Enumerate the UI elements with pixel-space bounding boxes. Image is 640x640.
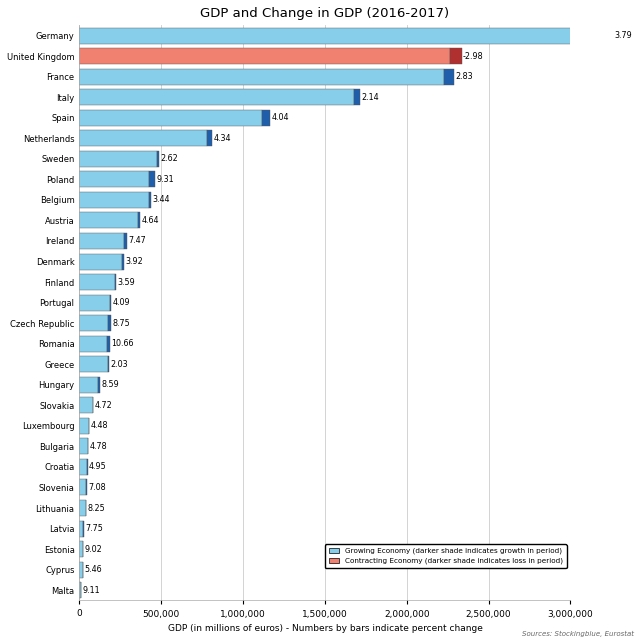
Bar (79, 315, 108, 331)
Text: 7.08: 7.08 (88, 483, 106, 492)
Bar (79, 274, 115, 290)
Text: 9.11: 9.11 (83, 586, 100, 595)
Bar (355, 89, 360, 105)
Text: 2.62: 2.62 (161, 154, 178, 163)
Text: 3.59: 3.59 (117, 278, 135, 287)
Text: -2.98: -2.98 (463, 52, 484, 61)
Bar (79, 192, 148, 208)
Text: 2.03: 2.03 (110, 360, 128, 369)
Bar (79, 335, 108, 352)
Bar (157, 151, 159, 167)
Bar (79, 582, 81, 598)
Bar (79, 28, 594, 44)
Bar (122, 253, 124, 269)
Bar (79, 253, 122, 269)
Text: 9.31: 9.31 (157, 175, 174, 184)
Text: 4.78: 4.78 (90, 442, 107, 451)
Bar (79, 562, 83, 578)
Text: Sources: Stockingblue, Eurostat: Sources: Stockingblue, Eurostat (522, 630, 634, 637)
Text: 7.47: 7.47 (129, 236, 146, 246)
Text: 9.02: 9.02 (84, 545, 102, 554)
Bar (108, 335, 110, 352)
Bar (79, 541, 83, 557)
Bar (79, 520, 83, 536)
Bar (148, 192, 151, 208)
Text: 5.46: 5.46 (84, 565, 102, 574)
Bar (207, 131, 212, 147)
Text: 2.14: 2.14 (362, 93, 380, 102)
Bar (138, 212, 140, 228)
Text: 4.48: 4.48 (90, 421, 108, 430)
Bar (79, 212, 138, 228)
Text: 7.75: 7.75 (85, 524, 103, 533)
Legend: Growing Economy (darker shade indicates growth in period), Contracting Economy (: Growing Economy (darker shade indicates … (325, 544, 567, 568)
Bar (124, 233, 127, 249)
Text: 4.04: 4.04 (271, 113, 289, 122)
X-axis label: GDP (in millions of euros) - Numbers by bars indicate percent change: GDP (in millions of euros) - Numbers by … (168, 624, 483, 633)
Bar (79, 356, 108, 372)
Bar (79, 418, 89, 434)
Text: 8.59: 8.59 (101, 380, 119, 389)
Bar (79, 109, 262, 125)
Bar (98, 377, 100, 393)
Bar (115, 274, 116, 290)
Bar (594, 28, 614, 44)
Bar (79, 131, 207, 147)
Text: 10.66: 10.66 (111, 339, 134, 348)
Bar (262, 109, 270, 125)
Bar (79, 68, 444, 84)
Text: 8.75: 8.75 (112, 319, 130, 328)
Bar (79, 294, 109, 310)
Bar (79, 172, 149, 188)
Bar (79, 459, 87, 475)
Bar (79, 438, 88, 454)
Text: 3.92: 3.92 (125, 257, 143, 266)
Text: 8.25: 8.25 (88, 504, 105, 513)
Bar (108, 315, 111, 331)
Text: 4.09: 4.09 (112, 298, 130, 307)
Text: 3.44: 3.44 (152, 195, 170, 204)
Bar (79, 48, 451, 64)
Bar (79, 479, 86, 495)
Bar (79, 397, 93, 413)
Bar (109, 294, 111, 310)
Bar (79, 89, 355, 105)
Bar (79, 500, 86, 516)
Text: 2.83: 2.83 (456, 72, 474, 81)
Bar (451, 48, 462, 64)
Bar (79, 233, 124, 249)
Text: 4.64: 4.64 (141, 216, 159, 225)
Text: 4.34: 4.34 (213, 134, 231, 143)
Text: 4.95: 4.95 (89, 463, 107, 472)
Bar (149, 172, 156, 188)
Bar (444, 68, 454, 84)
Bar (79, 377, 98, 393)
Text: 4.72: 4.72 (95, 401, 112, 410)
Title: GDP and Change in GDP (2016-2017): GDP and Change in GDP (2016-2017) (200, 7, 449, 20)
Text: 3.79: 3.79 (615, 31, 632, 40)
Bar (79, 151, 157, 167)
